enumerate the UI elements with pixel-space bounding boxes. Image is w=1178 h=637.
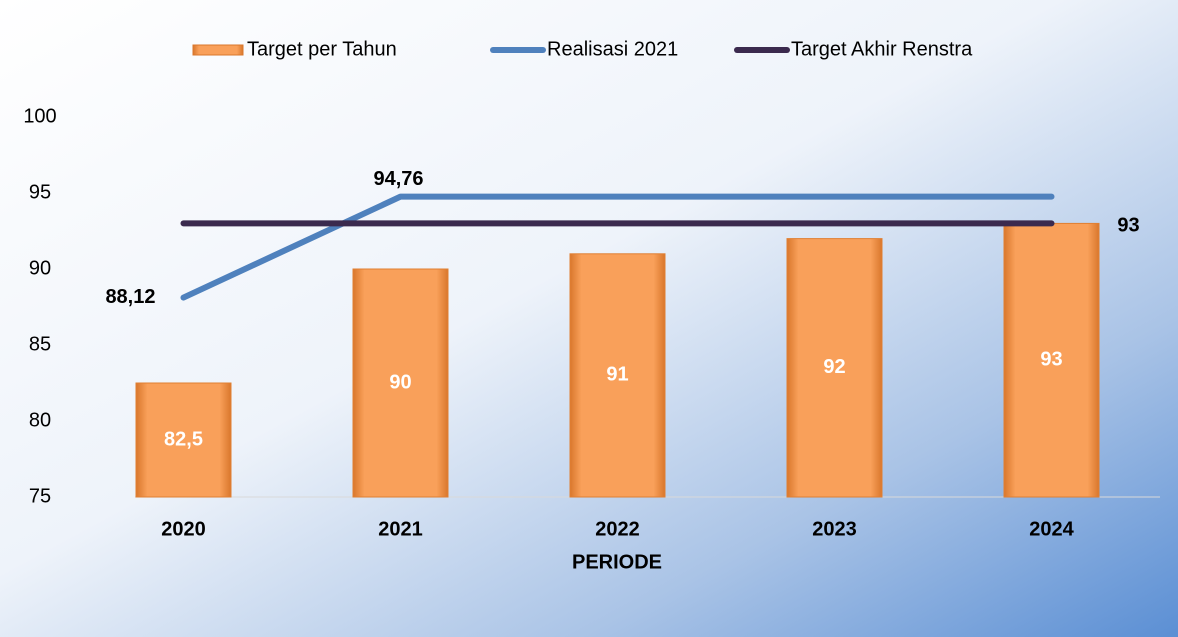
line-value-label: 94,76 — [373, 168, 423, 190]
bar-value-label: 82,5 — [164, 428, 203, 450]
line — [180, 193, 1055, 301]
x-tick-label: 2022 — [595, 518, 640, 540]
legend-label: Realisasi 2021 — [547, 38, 678, 60]
x-tick-label: 2021 — [378, 518, 423, 540]
x-axis-title: PERIODE — [572, 551, 662, 573]
line-value-label: 88,12 — [105, 286, 155, 308]
bar — [569, 253, 666, 498]
x-tick-label: 2020 — [161, 518, 206, 540]
y-tick-label: 80 — [29, 409, 51, 431]
legend-swatch — [192, 44, 244, 56]
bar — [1003, 222, 1100, 498]
bar-value-label: 93 — [1040, 348, 1062, 370]
bar — [352, 268, 449, 498]
line-value-label: 93 — [1117, 215, 1139, 237]
y-tick-label: 85 — [29, 333, 51, 355]
x-tick-label: 2024 — [1029, 518, 1074, 540]
y-tick-label: 95 — [29, 181, 51, 203]
bar-value-label: 92 — [823, 356, 845, 378]
legend-label: Target Akhir Renstra — [791, 38, 973, 60]
y-tick-label: 75 — [29, 485, 51, 507]
x-tick-label: 2023 — [812, 518, 857, 540]
y-tick-label: 90 — [29, 257, 51, 279]
y-tick-label: 100 — [23, 105, 56, 127]
bar-value-label: 91 — [606, 364, 628, 386]
bar — [786, 238, 883, 498]
bar-value-label: 90 — [389, 371, 411, 393]
legend-label: Target per Tahun — [247, 38, 397, 60]
bar — [135, 382, 232, 498]
